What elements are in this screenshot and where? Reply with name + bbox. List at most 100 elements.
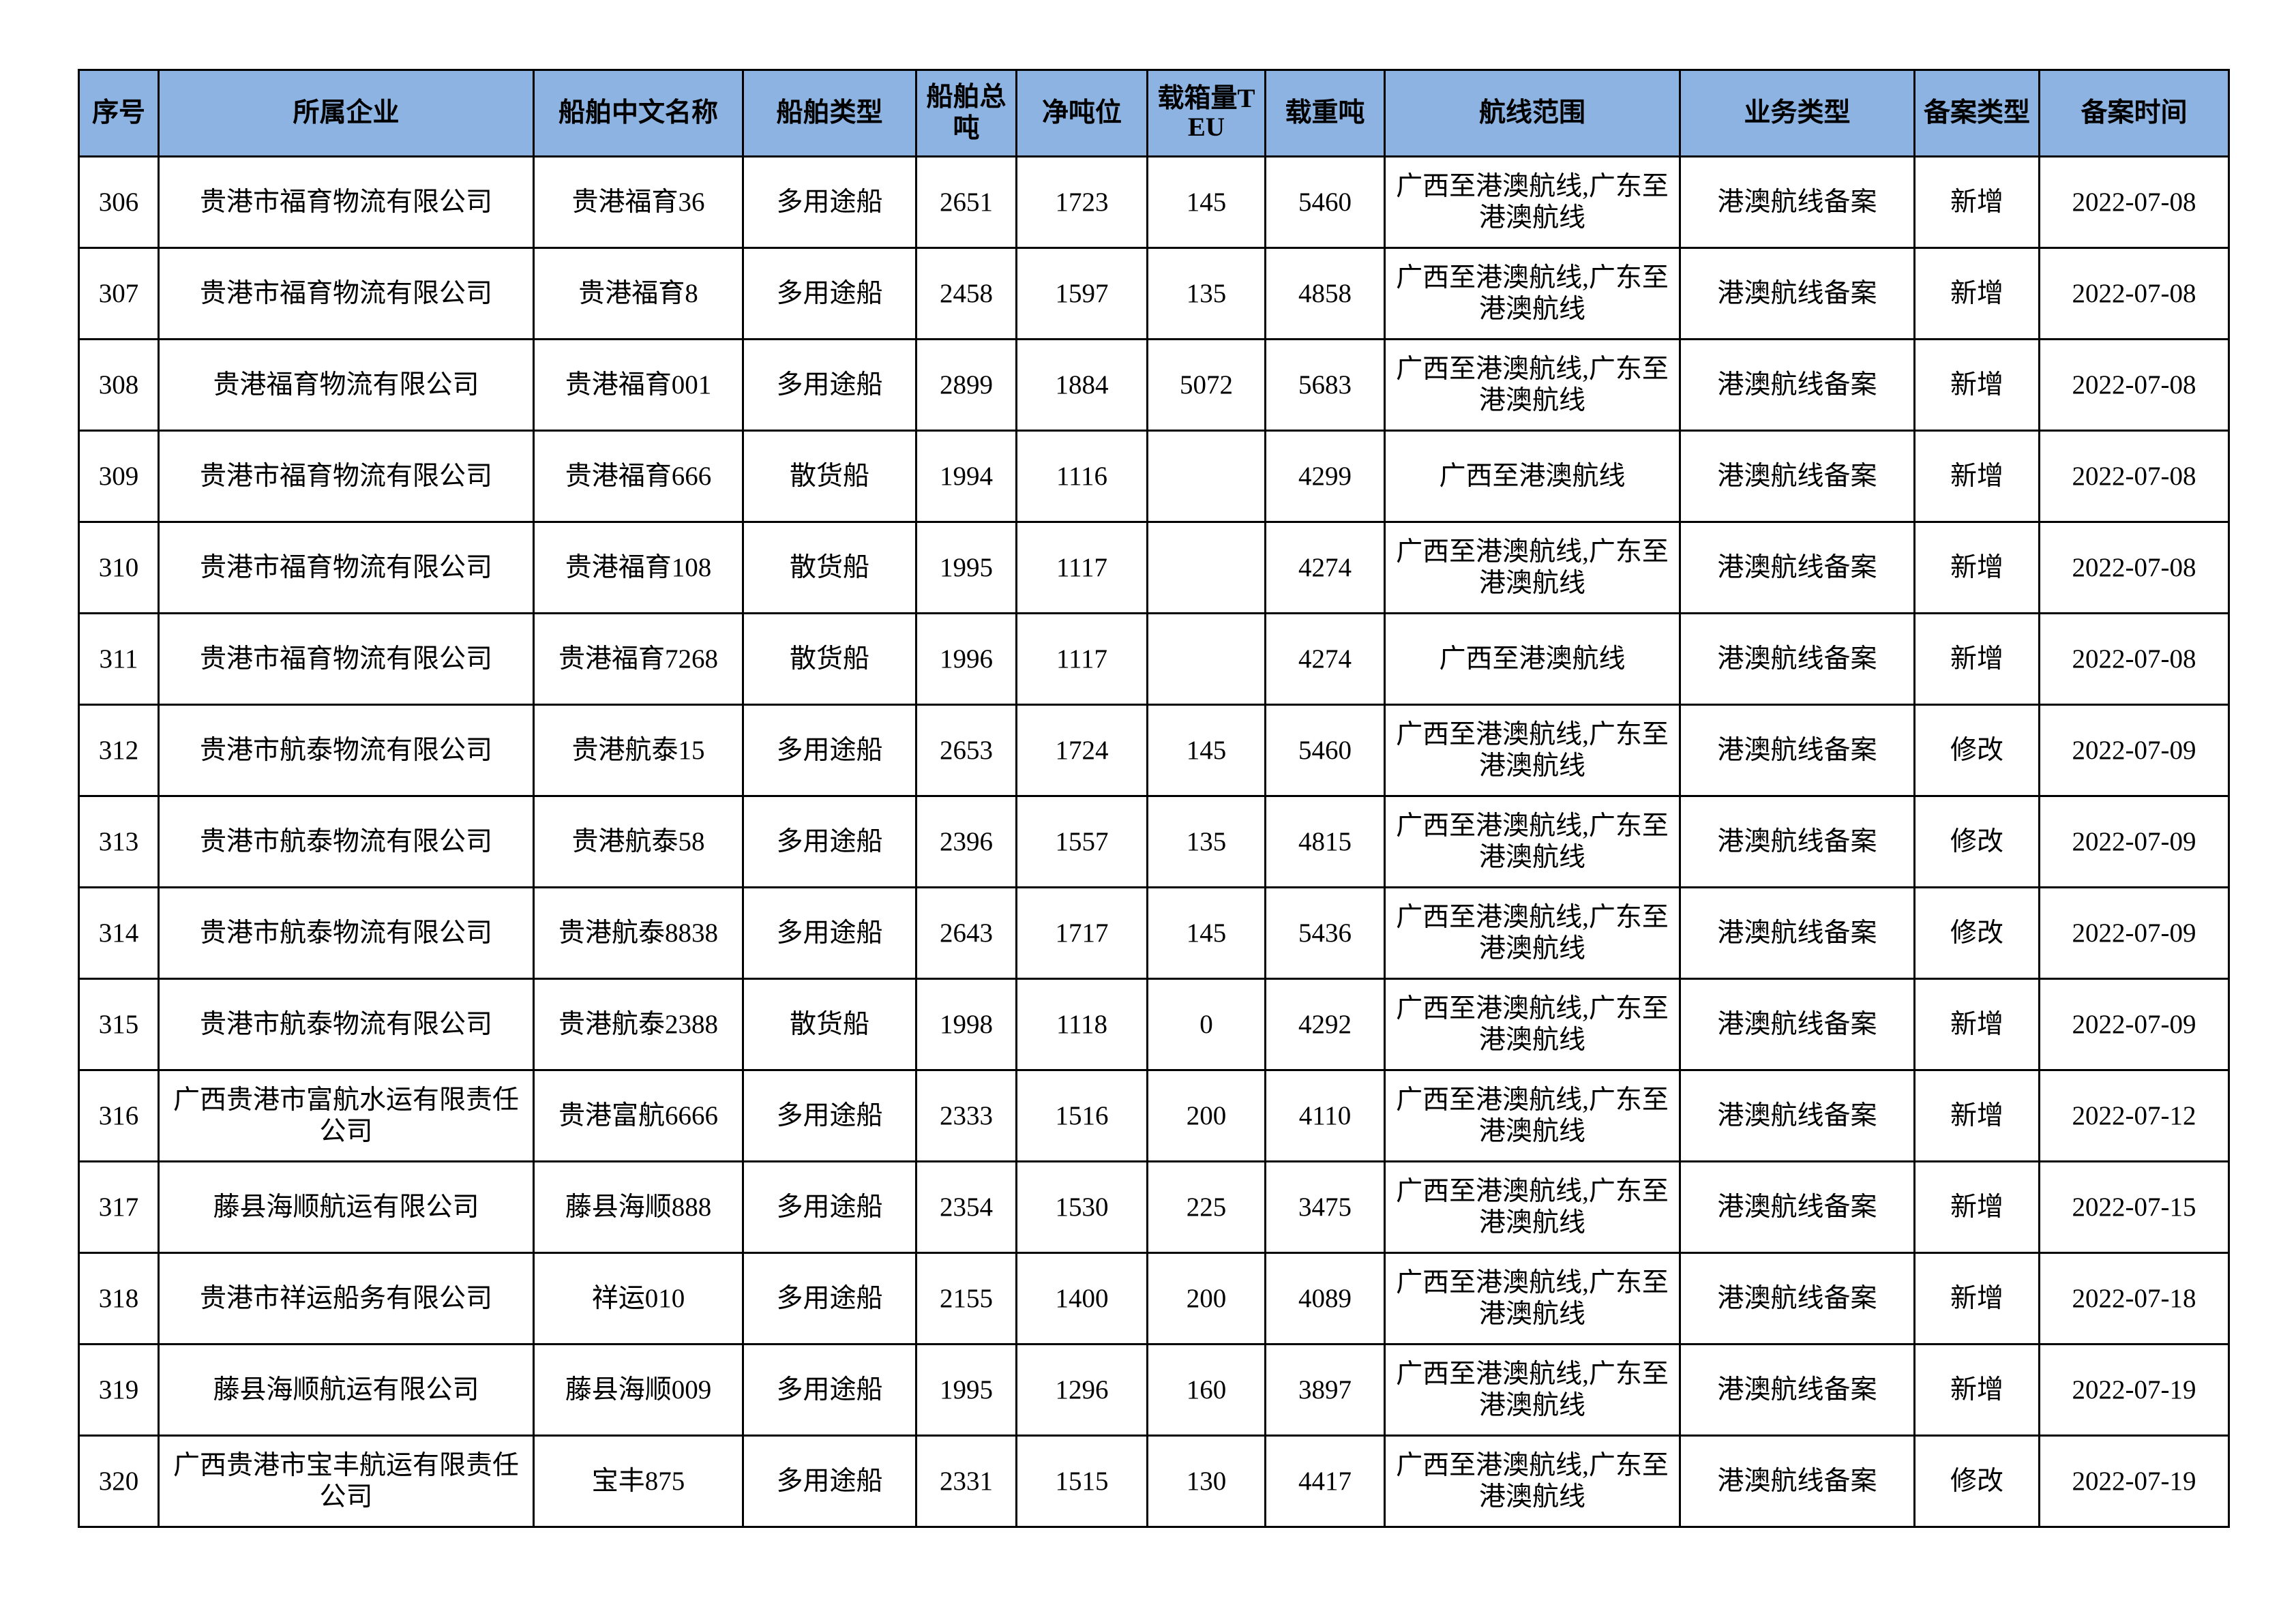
cell-gross-tonnage: 1995 bbox=[915, 1343, 1017, 1437]
cell-gross-tonnage: 1996 bbox=[915, 612, 1017, 706]
cell-deadweight: 3475 bbox=[1264, 1160, 1386, 1254]
column-header-ship-name: 船舶中文名称 bbox=[533, 69, 744, 157]
cell-gross-tonnage: 2354 bbox=[915, 1160, 1017, 1254]
cell-deadweight: 5436 bbox=[1264, 886, 1386, 980]
column-header-company: 所属企业 bbox=[158, 69, 535, 157]
cell-gross-tonnage: 2155 bbox=[915, 1252, 1017, 1345]
cell-company: 贵港市航泰物流有限公司 bbox=[158, 886, 535, 980]
cell-ship-type: 多用途船 bbox=[742, 886, 917, 980]
cell-deadweight: 4274 bbox=[1264, 612, 1386, 706]
cell-filing-date: 2022-07-08 bbox=[2038, 338, 2230, 432]
cell-ship-name: 祥运010 bbox=[533, 1252, 744, 1345]
cell-business-type: 港澳航线备案 bbox=[1679, 1069, 1915, 1162]
cell-business-type: 港澳航线备案 bbox=[1679, 338, 1915, 432]
cell-net-tonnage: 1884 bbox=[1015, 338, 1148, 432]
column-header-route-scope: 航线范围 bbox=[1384, 69, 1681, 157]
cell-net-tonnage: 1117 bbox=[1015, 521, 1148, 614]
cell-gross-tonnage: 2458 bbox=[915, 247, 1017, 340]
table-row: 308 贵港福育物流有限公司 贵港福育001 多用途船 2899 1884 5072 5683… bbox=[78, 338, 2230, 432]
column-header-gross-tonnage: 船舶总吨 bbox=[915, 69, 1017, 157]
cell-seq-no: 307 bbox=[78, 247, 160, 340]
cell-deadweight: 4292 bbox=[1264, 978, 1386, 1071]
cell-business-type: 港澳航线备案 bbox=[1679, 155, 1915, 249]
cell-teu-capacity: 130 bbox=[1146, 1435, 1266, 1528]
cell-ship-name: 藤县海顺009 bbox=[533, 1343, 744, 1437]
table-row: 312 贵港市航泰物流有限公司 贵港航泰15 多用途船 2653 1724 145 5460 广… bbox=[78, 704, 2230, 797]
cell-net-tonnage: 1296 bbox=[1015, 1343, 1148, 1437]
cell-ship-type: 多用途船 bbox=[742, 1252, 917, 1345]
cell-filing-date: 2022-07-19 bbox=[2038, 1343, 2230, 1437]
cell-route-scope: 广西至港澳航线,广东至港澳航线 bbox=[1384, 1069, 1681, 1162]
cell-ship-name: 贵港福育666 bbox=[533, 430, 744, 523]
cell-business-type: 港澳航线备案 bbox=[1679, 247, 1915, 340]
cell-seq-no: 316 bbox=[78, 1069, 160, 1162]
cell-filing-date: 2022-07-09 bbox=[2038, 704, 2230, 797]
cell-business-type: 港澳航线备案 bbox=[1679, 1343, 1915, 1437]
cell-seq-no: 320 bbox=[78, 1435, 160, 1528]
cell-filing-date: 2022-07-18 bbox=[2038, 1252, 2230, 1345]
cell-deadweight: 4299 bbox=[1264, 430, 1386, 523]
cell-filing-type: 新增 bbox=[1913, 978, 2040, 1071]
cell-business-type: 港澳航线备案 bbox=[1679, 1252, 1915, 1345]
cell-net-tonnage: 1723 bbox=[1015, 155, 1148, 249]
vessel-filing-table: 序号 所属企业 船舶中文名称 船舶类型 船舶总吨 净吨位 载箱量TEU 载重吨 航线范围 业务类型… bbox=[78, 69, 2230, 1528]
cell-company: 贵港市航泰物流有限公司 bbox=[158, 795, 535, 888]
cell-seq-no: 311 bbox=[78, 612, 160, 706]
cell-filing-date: 2022-07-08 bbox=[2038, 155, 2230, 249]
table-row: 313 贵港市航泰物流有限公司 贵港航泰58 多用途船 2396 1557 135 4815 广… bbox=[78, 795, 2230, 888]
column-header-filing-date: 备案时间 bbox=[2038, 69, 2230, 157]
cell-net-tonnage: 1516 bbox=[1015, 1069, 1148, 1162]
cell-seq-no: 306 bbox=[78, 155, 160, 249]
cell-ship-type: 多用途船 bbox=[742, 704, 917, 797]
cell-ship-name: 贵港福育001 bbox=[533, 338, 744, 432]
cell-route-scope: 广西至港澳航线,广东至港澳航线 bbox=[1384, 1435, 1681, 1528]
cell-seq-no: 315 bbox=[78, 978, 160, 1071]
cell-deadweight: 4110 bbox=[1264, 1069, 1386, 1162]
cell-gross-tonnage: 2653 bbox=[915, 704, 1017, 797]
cell-teu-capacity: 5072 bbox=[1146, 338, 1266, 432]
cell-deadweight: 4858 bbox=[1264, 247, 1386, 340]
cell-filing-type: 修改 bbox=[1913, 795, 2040, 888]
cell-seq-no: 310 bbox=[78, 521, 160, 614]
table-row: 318 贵港市祥运船务有限公司 祥运010 多用途船 2155 1400 200 4089 广西… bbox=[78, 1252, 2230, 1345]
cell-ship-name: 宝丰875 bbox=[533, 1435, 744, 1528]
cell-teu-capacity bbox=[1146, 612, 1266, 706]
cell-teu-capacity: 135 bbox=[1146, 247, 1266, 340]
cell-ship-name: 贵港福育108 bbox=[533, 521, 744, 614]
cell-filing-type: 修改 bbox=[1913, 886, 2040, 980]
cell-deadweight: 5460 bbox=[1264, 704, 1386, 797]
cell-gross-tonnage: 2899 bbox=[915, 338, 1017, 432]
cell-company: 贵港市福育物流有限公司 bbox=[158, 430, 535, 523]
cell-filing-date: 2022-07-08 bbox=[2038, 612, 2230, 706]
cell-business-type: 港澳航线备案 bbox=[1679, 886, 1915, 980]
cell-route-scope: 广西至港澳航线,广东至港澳航线 bbox=[1384, 521, 1681, 614]
cell-filing-type: 新增 bbox=[1913, 430, 2040, 523]
column-header-teu-capacity: 载箱量TEU bbox=[1146, 69, 1266, 157]
cell-route-scope: 广西至港澳航线 bbox=[1384, 430, 1681, 523]
cell-ship-name: 贵港航泰58 bbox=[533, 795, 744, 888]
cell-teu-capacity: 145 bbox=[1146, 155, 1266, 249]
cell-business-type: 港澳航线备案 bbox=[1679, 430, 1915, 523]
cell-filing-date: 2022-07-09 bbox=[2038, 978, 2230, 1071]
cell-filing-type: 修改 bbox=[1913, 704, 2040, 797]
cell-route-scope: 广西至港澳航线,广东至港澳航线 bbox=[1384, 795, 1681, 888]
cell-filing-date: 2022-07-19 bbox=[2038, 1435, 2230, 1528]
cell-gross-tonnage: 1998 bbox=[915, 978, 1017, 1071]
cell-filing-type: 新增 bbox=[1913, 1343, 2040, 1437]
cell-ship-type: 散货船 bbox=[742, 978, 917, 1071]
cell-company: 贵港市福育物流有限公司 bbox=[158, 155, 535, 249]
cell-company: 藤县海顺航运有限公司 bbox=[158, 1160, 535, 1254]
cell-gross-tonnage: 2643 bbox=[915, 886, 1017, 980]
cell-teu-capacity: 200 bbox=[1146, 1252, 1266, 1345]
cell-gross-tonnage: 2331 bbox=[915, 1435, 1017, 1528]
table-row: 314 贵港市航泰物流有限公司 贵港航泰8838 多用途船 2643 1717 145 543… bbox=[78, 886, 2230, 980]
cell-ship-type: 散货船 bbox=[742, 521, 917, 614]
cell-filing-date: 2022-07-12 bbox=[2038, 1069, 2230, 1162]
header-row: 序号 所属企业 船舶中文名称 船舶类型 船舶总吨 净吨位 载箱量TEU 载重吨 航线范围 业务类型… bbox=[78, 69, 2230, 157]
cell-company: 广西贵港市富航水运有限责任公司 bbox=[158, 1069, 535, 1162]
cell-ship-type: 多用途船 bbox=[742, 795, 917, 888]
cell-business-type: 港澳航线备案 bbox=[1679, 1435, 1915, 1528]
cell-company: 贵港市祥运船务有限公司 bbox=[158, 1252, 535, 1345]
cell-ship-name: 贵港航泰15 bbox=[533, 704, 744, 797]
cell-deadweight: 4417 bbox=[1264, 1435, 1386, 1528]
